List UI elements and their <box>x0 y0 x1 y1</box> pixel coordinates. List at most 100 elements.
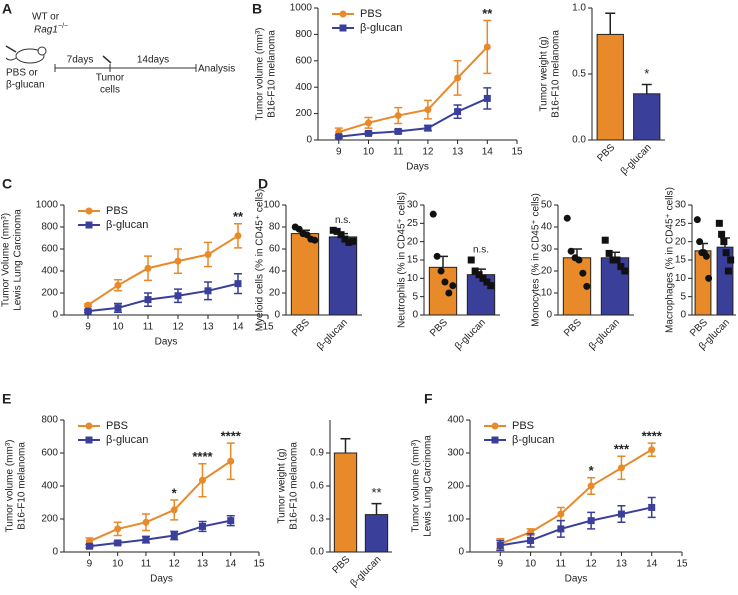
marker <box>204 251 212 258</box>
x-axis-label: Days <box>150 574 173 585</box>
endpoint: Analysis <box>198 64 235 75</box>
series-line <box>89 460 232 543</box>
marker <box>329 226 337 234</box>
mouse-tail <box>5 57 17 61</box>
marker <box>617 510 625 518</box>
y-tick-label: 20 <box>675 236 687 247</box>
legend-label: PBS <box>106 205 128 217</box>
x-axis-label: Days <box>406 162 429 173</box>
marker <box>587 517 595 525</box>
marker <box>198 522 206 530</box>
marker <box>693 216 701 224</box>
y-tick-label: 600 <box>295 55 312 66</box>
marker <box>605 249 613 257</box>
marker <box>613 256 621 264</box>
marker <box>557 525 565 533</box>
legend-label: β-glucan <box>106 219 148 231</box>
x-tick-label: PBS <box>595 142 617 164</box>
legend-label: PBS <box>106 420 128 432</box>
strain-superscript: −/− <box>58 23 68 30</box>
bar <box>364 514 389 553</box>
x-tick-label: 14 <box>482 147 494 158</box>
marker <box>174 257 182 265</box>
marker <box>563 214 571 222</box>
y-tick-label: 25 <box>407 218 419 229</box>
legend-marker <box>339 10 347 18</box>
bar <box>428 266 458 316</box>
marker <box>227 457 235 465</box>
bar <box>333 452 358 553</box>
bar <box>600 257 630 316</box>
marker <box>587 482 595 490</box>
bar <box>596 33 624 141</box>
legend-marker <box>339 24 347 32</box>
significance: **** <box>221 429 242 444</box>
x-tick-label: 10 <box>112 322 124 333</box>
marker <box>424 106 432 114</box>
x-tick-label: PBS <box>428 317 450 339</box>
y-tick-label: 0 <box>52 310 58 321</box>
marker <box>722 249 730 257</box>
x-tick-label: β-glucan <box>453 317 488 352</box>
x-tick-label: 15 <box>253 559 265 570</box>
x-tick-label: β-glucan <box>587 317 622 352</box>
marker <box>394 112 402 120</box>
x-tick-label: 12 <box>172 322 184 333</box>
marker <box>445 289 453 297</box>
legend-label: β-glucan <box>512 434 554 446</box>
panel-label: A <box>2 1 12 17</box>
legend-marker <box>85 422 93 430</box>
error-bar <box>340 437 351 453</box>
x-tick-label: PBS <box>562 317 584 339</box>
marker <box>705 274 713 282</box>
panel-label: F <box>424 391 433 407</box>
error-bar <box>605 12 616 35</box>
interval: 7days <box>67 55 94 66</box>
y-tick-label: 800 <box>41 415 58 426</box>
legend-marker <box>85 436 93 444</box>
x-tick-label: 9 <box>87 559 93 570</box>
x-tick-label: 14 <box>232 322 244 333</box>
bar <box>633 93 661 141</box>
bar <box>694 250 712 316</box>
y-tick-label: 1000 <box>290 3 313 14</box>
y-tick-label: 200 <box>447 481 464 492</box>
marker <box>429 210 437 218</box>
significance: **** <box>192 449 213 464</box>
y-tick-label: 5 <box>680 291 686 302</box>
y-axis-label: Tumor volume (mm³) <box>411 440 422 533</box>
marker <box>583 282 591 290</box>
marker <box>617 464 625 472</box>
x-tick-label: 11 <box>141 559 152 570</box>
y-axis-label: B16-F10 melanoma <box>17 442 28 530</box>
mouse-head <box>37 46 47 56</box>
marker <box>483 94 491 102</box>
legend-marker <box>85 221 93 229</box>
x-tick-label: β-glucan <box>315 317 350 352</box>
marker <box>617 263 625 271</box>
marker <box>449 282 457 290</box>
marker <box>467 256 475 264</box>
y-axis-label: Neutrophils (% in CD45⁺ cells) <box>397 192 408 328</box>
y-tick-label: 80 <box>269 222 281 233</box>
significance: n.s. <box>473 245 489 256</box>
marker <box>424 124 432 132</box>
x-tick-label: 13 <box>616 559 628 570</box>
marker <box>84 301 92 309</box>
chart: 0 100 200 300 400 Tumor volume (mm³) Lewis Lun… <box>411 391 688 585</box>
y-tick-label: 200 <box>41 514 58 525</box>
syringe <box>5 45 17 53</box>
marker <box>601 236 609 244</box>
treatment: β-glucan <box>6 80 45 91</box>
x-tick-label: 15 <box>511 147 523 158</box>
marker <box>433 252 441 260</box>
marker <box>609 256 617 264</box>
y-tick-label: 800 <box>41 222 58 233</box>
x-tick-label: 15 <box>262 322 274 333</box>
marker <box>727 256 735 264</box>
x-tick-label: β-glucan <box>348 554 383 589</box>
marker <box>579 269 587 277</box>
